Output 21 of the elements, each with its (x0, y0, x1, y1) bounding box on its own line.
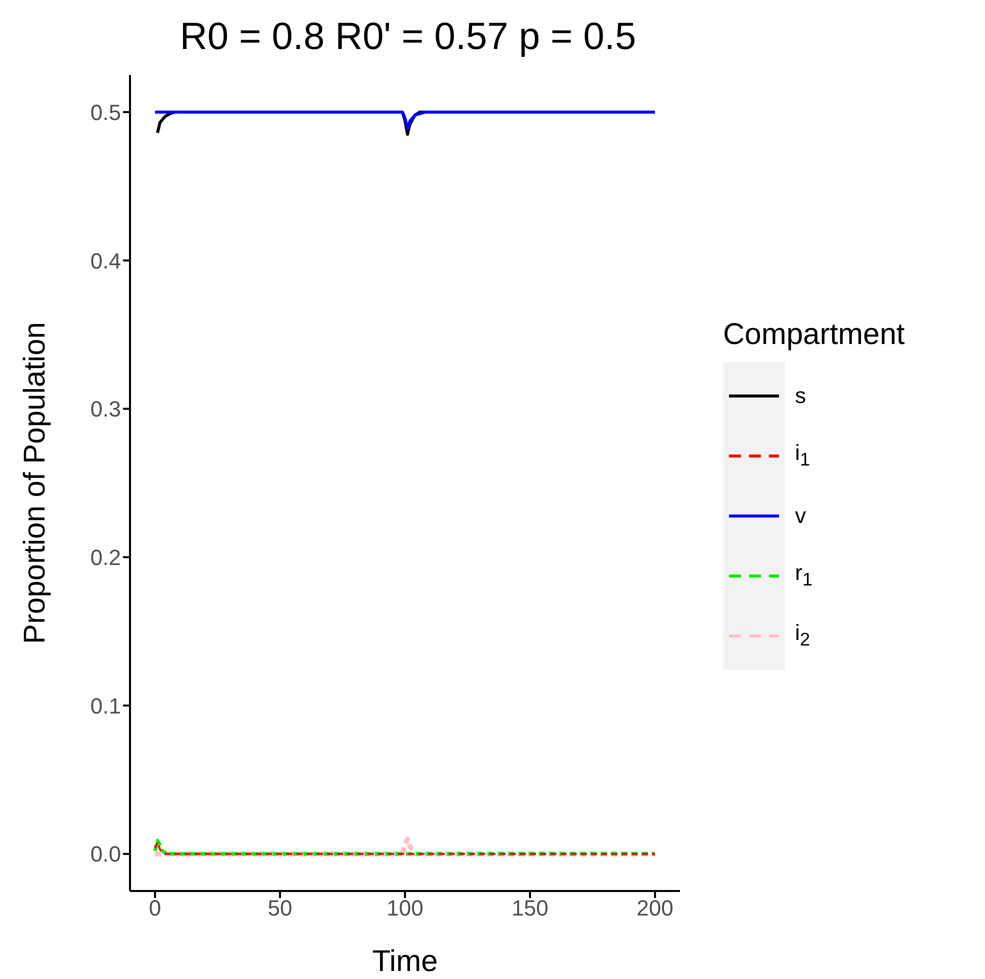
legend-label: s (795, 382, 806, 408)
x-tick-label: 200 (636, 896, 674, 921)
legend-label: i$_{1}$ (795, 440, 810, 471)
y-tick-label: 0.3 (90, 396, 121, 422)
legend-title: Compartment (723, 318, 906, 352)
chart-title: R0 = 0.8 R0' = 0.57 p = 0.5 (178, 16, 638, 59)
line-series (154, 110, 656, 130)
x-tick-label: 150 (512, 896, 548, 921)
y-tick-label: 0.4 (90, 248, 121, 274)
legend-label: i$_{2}$ (795, 620, 810, 651)
x-axis-title: Time (372, 945, 438, 978)
x-tick-label: 0 (148, 896, 162, 921)
y-axis-title: Proportion of Population (18, 322, 52, 644)
y-tick-label: 0.0 (90, 842, 121, 867)
x-tick-label: 100 (386, 896, 424, 921)
y-tick-label: 0.1 (90, 693, 121, 718)
y-tick-label: 0.5 (90, 100, 121, 125)
y-tick-label: 0.2 (90, 544, 121, 570)
legend-label: r$_{1}$ (795, 560, 813, 591)
x-tick-label: 50 (268, 896, 292, 921)
legend-label: v (795, 502, 806, 528)
